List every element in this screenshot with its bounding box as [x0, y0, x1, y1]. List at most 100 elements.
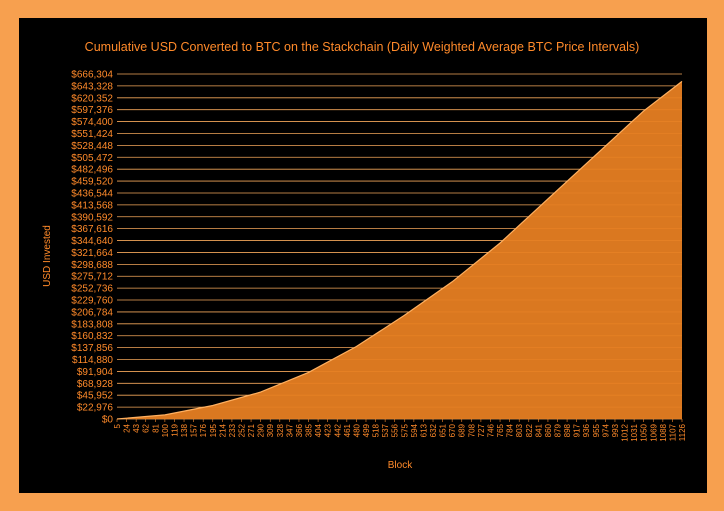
x-tick-label: 290 — [257, 423, 266, 437]
x-tick-label: 157 — [190, 423, 199, 437]
x-tick-label: 917 — [573, 423, 582, 437]
y-tick-label: $597,376 — [71, 105, 113, 116]
x-tick-label: 24 — [123, 423, 132, 432]
y-tick-label: $528,448 — [71, 141, 113, 152]
series-line — [116, 80, 683, 420]
y-axis-ticks: $0$22,976$45,952$68,928$91,904$114,880$1… — [71, 70, 113, 426]
x-tick-label: 898 — [563, 423, 572, 437]
x-tick-label: 328 — [276, 423, 285, 437]
y-tick-label: $45,952 — [77, 391, 114, 402]
chart-title: Cumulative USD Converted to BTC on the S… — [85, 40, 640, 54]
x-tick-label: 1107 — [668, 423, 677, 441]
x-tick-label: 1069 — [649, 423, 658, 441]
y-tick-label: $574,400 — [71, 117, 113, 128]
y-tick-label: $344,640 — [71, 236, 113, 247]
chart: Cumulative USD Converted to BTC on the S… — [19, 18, 707, 493]
x-tick-label: 1050 — [640, 423, 649, 441]
y-tick-label: $0 — [102, 415, 114, 426]
x-tick-label: 5 — [113, 423, 122, 428]
x-tick-label: 43 — [132, 423, 141, 432]
x-tick-label: 138 — [180, 423, 189, 437]
y-tick-label: $505,472 — [71, 153, 113, 164]
y-tick-label: $436,544 — [71, 188, 113, 199]
y-axis-title: USD Invested — [42, 225, 53, 287]
x-tick-label: 195 — [209, 423, 218, 437]
x-tick-label: 537 — [381, 423, 390, 437]
x-tick-label: 1031 — [630, 423, 639, 441]
y-tick-label: $68,928 — [77, 379, 114, 390]
x-tick-label: 252 — [237, 423, 246, 437]
y-tick-label: $160,832 — [71, 331, 113, 342]
x-tick-label: 233 — [228, 423, 237, 437]
x-tick-label: 708 — [467, 423, 476, 437]
x-tick-label: 841 — [534, 423, 543, 437]
x-tick-label: 746 — [486, 423, 495, 437]
x-tick-label: 879 — [554, 423, 563, 437]
x-tick-label: 271 — [247, 423, 256, 437]
x-tick-label: 575 — [400, 423, 409, 437]
x-tick-label: 993 — [611, 423, 620, 437]
x-tick-label: 860 — [544, 423, 553, 437]
area-series — [116, 80, 683, 420]
y-tick-label: $206,784 — [71, 307, 113, 318]
x-tick-label: 727 — [477, 423, 486, 437]
x-tick-label: 955 — [592, 423, 601, 437]
y-tick-label: $643,328 — [71, 81, 113, 92]
x-tick-label: 556 — [391, 423, 400, 437]
x-tick-label: 1126 — [678, 423, 687, 441]
x-tick-label: 442 — [333, 423, 342, 437]
y-tick-label: $390,592 — [71, 212, 113, 223]
x-tick-label: 765 — [496, 423, 505, 437]
y-tick-label: $229,760 — [71, 296, 113, 307]
y-tick-label: $22,976 — [77, 403, 114, 414]
y-tick-label: $183,808 — [71, 319, 113, 330]
area-fill — [117, 81, 682, 420]
x-tick-label: 461 — [343, 423, 352, 437]
x-tick-label: 309 — [266, 423, 275, 437]
x-tick-label: 613 — [419, 423, 428, 437]
y-tick-label: $91,904 — [77, 367, 114, 378]
x-tick-label: 632 — [429, 423, 438, 437]
x-tick-label: 651 — [439, 423, 448, 437]
x-tick-label: 100 — [161, 423, 170, 437]
x-tick-label: 803 — [515, 423, 524, 437]
y-tick-label: $551,424 — [71, 129, 113, 140]
x-tick-label: 119 — [170, 423, 179, 436]
x-tick-label: 499 — [362, 423, 371, 437]
y-tick-label: $252,736 — [71, 284, 113, 295]
y-tick-label: $114,880 — [72, 355, 113, 366]
y-tick-label: $620,352 — [71, 93, 113, 104]
y-tick-label: $298,688 — [71, 260, 113, 271]
x-tick-label: 385 — [305, 423, 314, 437]
x-tick-label: 689 — [458, 423, 467, 437]
y-tick-label: $367,616 — [71, 224, 113, 235]
x-tick-label: 822 — [525, 423, 534, 437]
x-tick-label: 423 — [324, 423, 333, 437]
x-tick-label: 176 — [199, 423, 208, 437]
x-tick-label: 518 — [372, 423, 381, 437]
x-tick-label: 784 — [506, 423, 515, 437]
x-tick-label: 974 — [601, 423, 610, 437]
chart-frame: Cumulative USD Converted to BTC on the S… — [19, 18, 707, 493]
x-axis-ticks: 5 24 43 62 81 100 119 138 157 176 195 214 233 252 271 2… — [113, 419, 687, 442]
y-tick-label: $482,496 — [71, 165, 113, 176]
y-tick-label: $459,520 — [71, 177, 113, 188]
x-axis-title: Block — [388, 460, 413, 471]
y-tick-label: $321,664 — [71, 248, 113, 259]
x-tick-label: 670 — [448, 423, 457, 437]
x-tick-label: 480 — [352, 423, 361, 437]
x-tick-label: 404 — [314, 423, 323, 437]
x-tick-label: 62 — [142, 423, 151, 432]
x-tick-label: 366 — [295, 423, 304, 437]
x-tick-label: 936 — [582, 423, 591, 437]
y-tick-label: $137,856 — [71, 343, 113, 354]
y-tick-label: $413,568 — [71, 200, 113, 211]
x-tick-label: 81 — [151, 423, 160, 432]
x-tick-label: 1012 — [621, 423, 630, 441]
x-tick-label: 347 — [285, 423, 294, 437]
x-tick-label: 594 — [410, 423, 419, 437]
y-tick-label: $666,304 — [71, 70, 113, 81]
x-tick-label: 1088 — [659, 423, 668, 441]
x-tick-label: 214 — [218, 423, 227, 437]
y-tick-label: $275,712 — [71, 272, 113, 283]
